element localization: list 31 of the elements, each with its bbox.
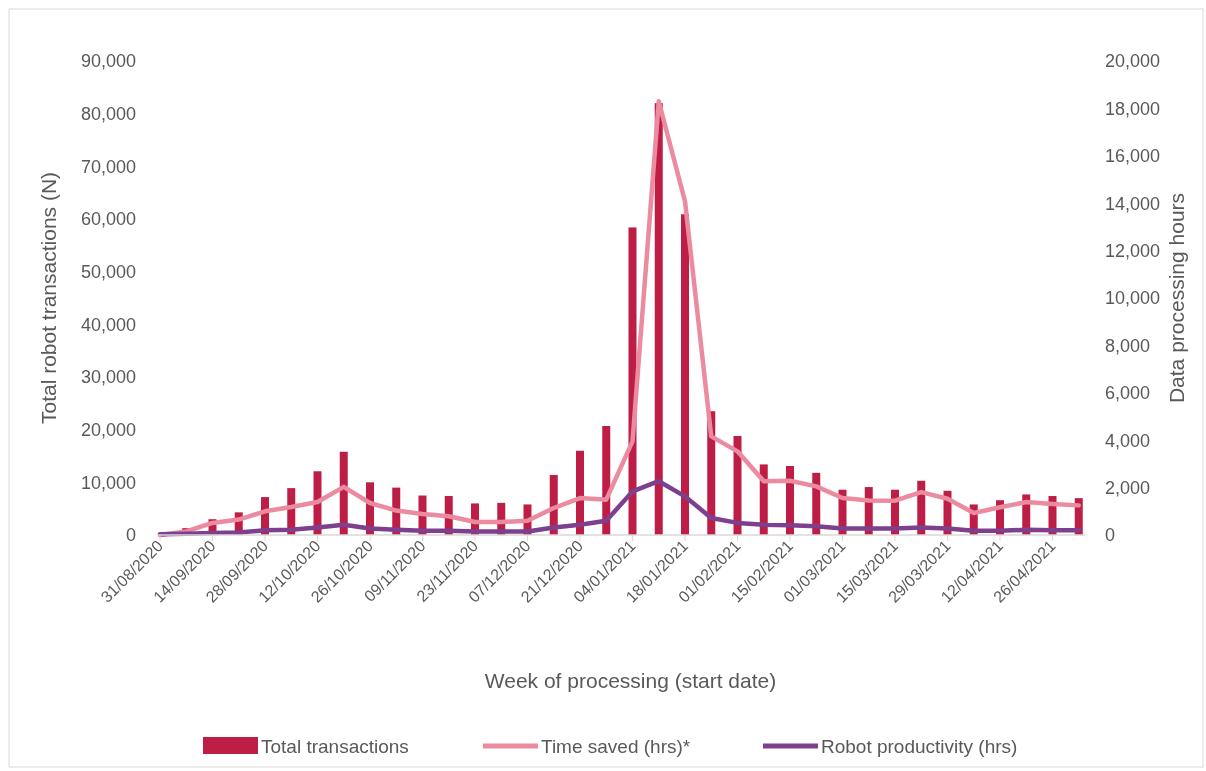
y-tick-label: 0 xyxy=(125,525,136,546)
legend-label: Robot productivity (hrs) xyxy=(821,735,1018,757)
y-tick-label: 70,000 xyxy=(80,156,136,177)
line-series xyxy=(157,99,1081,538)
y-tick-label: 60,000 xyxy=(80,209,136,230)
y-tick-label: 30,000 xyxy=(80,367,136,388)
y2-tick-label: 2,000 xyxy=(1105,477,1151,498)
y-tick-label: 50,000 xyxy=(80,261,136,282)
line-series xyxy=(157,478,1081,537)
y2-tick-label: 4,000 xyxy=(1105,430,1151,451)
y2-tick-label: 12,000 xyxy=(1105,240,1161,261)
legend-label: Total transactions xyxy=(261,735,409,757)
y2-tick-label: 18,000 xyxy=(1105,98,1161,119)
y2-tick-label: 0 xyxy=(1105,525,1116,546)
y-tick-label: 90,000 xyxy=(80,51,136,72)
y-tick-label: 80,000 xyxy=(80,103,136,124)
y-axis-title: Total robot transactions (N) xyxy=(37,171,60,425)
y2-tick-label: 10,000 xyxy=(1105,288,1161,309)
y-tick-label: 20,000 xyxy=(80,419,136,440)
y-tick-label: 10,000 xyxy=(80,472,136,493)
y2-axis-title: Data processing hours xyxy=(1165,192,1188,404)
legend-label: Time saved (hrs)* xyxy=(541,735,691,757)
bar xyxy=(654,103,663,535)
y2-tick-label: 14,000 xyxy=(1105,193,1161,214)
y2-tick-label: 8,000 xyxy=(1105,335,1151,356)
y2-tick-label: 6,000 xyxy=(1105,383,1151,404)
bar xyxy=(681,214,689,535)
y2-tick-label: 20,000 xyxy=(1105,51,1161,72)
y-tick-label: 40,000 xyxy=(80,314,136,335)
x-axis-title: Week of processing (start date) xyxy=(484,669,777,692)
y2-tick-label: 16,000 xyxy=(1105,146,1161,167)
